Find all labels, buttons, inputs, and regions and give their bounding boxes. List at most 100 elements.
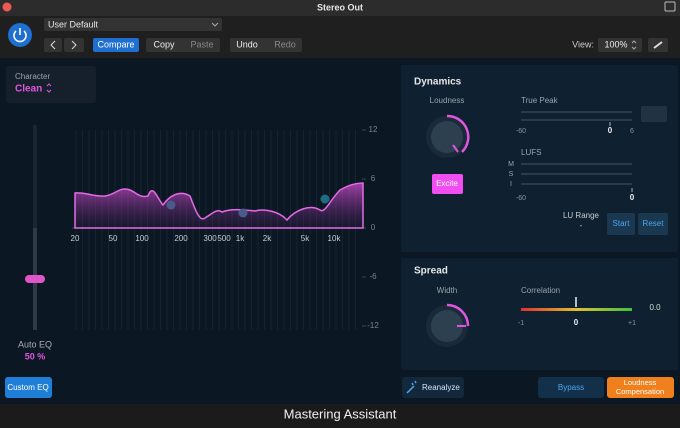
view-label: View:	[572, 39, 594, 49]
close-button[interactable]	[2, 2, 12, 12]
width-label: Width	[437, 286, 457, 295]
loudness-compensation-button[interactable]	[607, 377, 674, 398]
freq-label: 1k	[236, 234, 245, 243]
db-label: 0	[371, 223, 376, 232]
correlation-max: +1	[628, 320, 636, 327]
freq-label: 500	[217, 234, 231, 243]
paste-label: Paste	[190, 39, 213, 49]
lufs-meter	[521, 173, 632, 175]
next-button[interactable]	[64, 38, 84, 52]
db-label: -6	[369, 272, 377, 281]
excite-label: Excite	[436, 179, 458, 188]
view-arrows	[631, 40, 637, 50]
eq-node[interactable]	[166, 200, 176, 210]
character-arrows	[46, 83, 52, 93]
dynamics-panel	[401, 65, 678, 252]
loudness-knob[interactable]	[431, 121, 463, 153]
freq-label: 10k	[328, 234, 342, 243]
true-peak-meter	[521, 111, 632, 113]
db-label: 12	[369, 125, 378, 134]
lufs-max: 0	[630, 193, 635, 202]
freq-label: 5k	[301, 234, 310, 243]
prev-button[interactable]	[44, 38, 62, 52]
lufs-label: LUFS	[521, 148, 541, 157]
copy-label: Copy	[153, 39, 175, 49]
character-label: Character	[15, 72, 50, 81]
freq-label: 2k	[263, 234, 272, 243]
db-label: -12	[367, 321, 379, 330]
freq-label: 100	[135, 234, 149, 243]
reset-button[interactable]	[638, 213, 668, 235]
start-button[interactable]	[607, 213, 635, 235]
eq-curve	[74, 182, 364, 229]
next-icon	[71, 40, 77, 50]
copy-paste-group[interactable]	[146, 38, 220, 52]
start-label: Start	[613, 219, 631, 228]
character-value: Clean	[15, 84, 42, 95]
lufs-row-label: S	[509, 171, 514, 178]
view-menu[interactable]	[598, 38, 642, 52]
lu-range-label: LU Range	[563, 211, 600, 220]
undo-label: Undo	[236, 39, 258, 49]
compare-label: Compare	[97, 39, 134, 49]
correlation-mid: 0	[574, 318, 579, 327]
redo-label: Redo	[274, 39, 296, 49]
true-peak-meter	[521, 119, 632, 121]
auto-eq-thumb[interactable]	[25, 275, 45, 283]
title-bar	[0, 0, 680, 16]
freq-label: 20	[71, 234, 80, 243]
lufs-meter	[521, 163, 632, 165]
lufs-row-label: M	[508, 161, 514, 168]
loudness-arc	[446, 114, 470, 153]
freq-label: 200	[174, 234, 188, 243]
custom-eq-label: Custom EQ	[7, 383, 48, 392]
true-peak-readout	[641, 106, 667, 122]
loudness-label: Loudness	[430, 96, 465, 105]
compare-button[interactable]	[93, 38, 139, 52]
window-title: Stereo Out	[317, 2, 363, 12]
lufs-min: -60	[516, 195, 526, 202]
spread-title: Spread	[414, 266, 448, 277]
correlation-min: -1	[518, 320, 524, 327]
custom-eq-button[interactable]	[5, 377, 52, 398]
correlation-meter	[521, 308, 632, 311]
preset-name: User Default	[48, 19, 99, 29]
eq-node[interactable]	[320, 194, 330, 204]
lu-range-value: -	[580, 221, 583, 230]
correlation-value: 0.0	[649, 303, 661, 312]
true-peak-value: 0	[608, 126, 613, 135]
bypass-label: Bypass	[558, 383, 584, 392]
lufs-row-label: I	[510, 181, 512, 188]
dropdown-arrow	[211, 22, 219, 27]
true-peak-min: -60	[516, 128, 526, 135]
reanalyze-button[interactable]	[402, 377, 464, 398]
excite-button[interactable]	[432, 174, 463, 194]
reset-label: Reset	[643, 219, 665, 228]
window-icon[interactable]	[664, 1, 676, 12]
freq-label: 50	[109, 234, 118, 243]
power-icon	[13, 30, 27, 43]
link-icon	[653, 41, 663, 49]
bypass-button[interactable]	[538, 377, 604, 398]
true-peak-max: 6	[630, 128, 634, 135]
footer	[0, 404, 680, 428]
correlation-label: Correlation	[521, 286, 560, 295]
loudness-compensation-label: Compensation	[616, 387, 664, 396]
loudness-compensation-label: Loudness	[624, 378, 657, 387]
undo-redo-group[interactable]	[230, 38, 302, 52]
lufs-meter	[521, 183, 632, 185]
auto-eq-label: Auto EQ	[18, 339, 52, 349]
width-arc	[446, 303, 470, 327]
freq-label: 300	[203, 234, 217, 243]
true-peak-label: True Peak	[521, 96, 559, 105]
character-box[interactable]	[6, 66, 96, 103]
loudness-pointer	[452, 144, 459, 153]
auto-eq-track	[33, 125, 37, 330]
width-knob[interactable]	[431, 310, 463, 342]
eq-node[interactable]	[238, 208, 248, 218]
reanalyze-label: Reanalyze	[422, 383, 460, 392]
footer-title: Mastering Assistant	[284, 406, 397, 421]
prev-icon	[50, 40, 56, 50]
preset-menu[interactable]	[44, 18, 222, 31]
